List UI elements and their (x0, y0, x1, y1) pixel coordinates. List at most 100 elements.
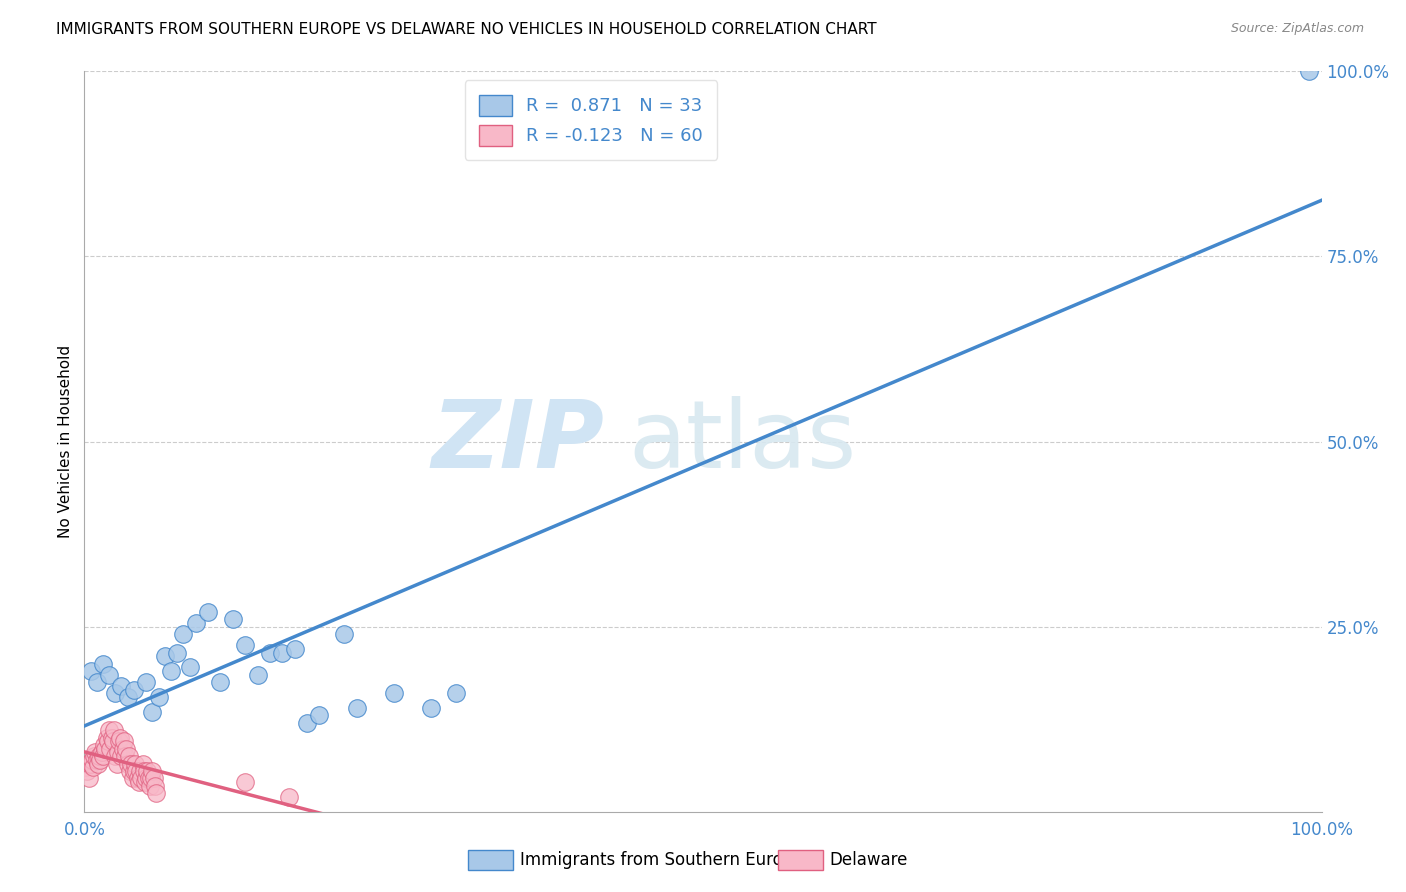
Point (308, 708, 330, 723)
Point (110, 731, 132, 745)
Point (295, 715, 318, 730)
Point (90, 746, 112, 760)
Point (419, 701, 441, 715)
Point (104, 749, 127, 764)
Point (96, 731, 118, 745)
Point (222, 612, 245, 626)
Point (233, 638, 256, 652)
Point (141, 772, 163, 786)
Point (179, 660, 201, 674)
Point (120, 756, 142, 771)
Point (139, 779, 162, 793)
Point (79, 664, 101, 678)
Point (122, 764, 145, 778)
Point (87, 756, 110, 771)
Point (129, 772, 152, 786)
Point (382, 686, 405, 700)
Point (91, 657, 114, 671)
Point (84, 746, 107, 760)
Point (153, 649, 176, 664)
Point (121, 772, 143, 786)
Point (145, 786, 167, 800)
Point (143, 779, 166, 793)
Point (118, 749, 141, 764)
Point (98, 723, 121, 738)
Point (444, 686, 467, 700)
Point (79, 772, 101, 786)
Point (104, 686, 127, 700)
Point (108, 734, 131, 748)
Point (136, 764, 159, 778)
Point (101, 734, 124, 748)
Text: Immigrants from Southern Europe: Immigrants from Southern Europe (520, 851, 804, 869)
Point (132, 764, 155, 778)
Point (346, 701, 368, 715)
Point (127, 772, 149, 786)
Point (97, 734, 120, 748)
Point (105, 756, 128, 771)
Point (103, 723, 125, 738)
Point (79, 756, 101, 771)
Point (135, 772, 157, 786)
Point (120, 764, 142, 778)
Point (89, 753, 111, 767)
Point (82, 760, 104, 774)
Point (110, 749, 132, 764)
Point (100, 731, 122, 745)
Y-axis label: No Vehicles in Household: No Vehicles in Household (58, 345, 73, 538)
Point (112, 734, 135, 748)
Point (98, 667, 121, 681)
Point (259, 646, 281, 660)
Point (277, 789, 299, 804)
Point (233, 775, 256, 789)
Point (246, 667, 269, 681)
Point (75, 760, 97, 774)
Point (89, 749, 111, 764)
Point (117, 690, 139, 704)
Point (110, 679, 132, 693)
Point (124, 756, 146, 771)
Point (1298, 64, 1320, 78)
Point (197, 605, 219, 619)
Text: atlas: atlas (628, 395, 858, 488)
Point (166, 646, 188, 660)
Point (135, 675, 157, 690)
Point (86, 753, 108, 767)
Point (142, 772, 165, 786)
Point (98, 741, 121, 756)
Point (141, 764, 163, 778)
Text: Source: ZipAtlas.com: Source: ZipAtlas.com (1230, 22, 1364, 36)
Point (91, 749, 114, 764)
Point (76, 764, 98, 778)
Text: ZIP: ZIP (432, 395, 605, 488)
Point (86, 675, 108, 690)
Point (122, 682, 145, 697)
Point (138, 772, 160, 786)
Point (160, 664, 183, 678)
Point (284, 641, 307, 656)
Point (172, 627, 194, 641)
Point (128, 775, 150, 789)
Point (83, 749, 105, 764)
Point (148, 690, 170, 704)
Point (333, 627, 356, 641)
Point (184, 615, 207, 630)
Point (141, 705, 163, 719)
Point (129, 764, 152, 778)
Text: IMMIGRANTS FROM SOUTHERN EUROPE VS DELAWARE NO VEHICLES IN HOUSEHOLD CORRELATION: IMMIGRANTS FROM SOUTHERN EUROPE VS DELAW… (56, 22, 877, 37)
Point (271, 646, 294, 660)
Point (131, 756, 153, 771)
Point (111, 741, 134, 756)
Point (114, 749, 136, 764)
Point (107, 746, 129, 760)
Point (115, 741, 138, 756)
Point (134, 775, 156, 789)
Point (80, 753, 103, 767)
Point (125, 764, 148, 778)
Point (117, 756, 139, 771)
Point (209, 675, 232, 690)
Text: Delaware: Delaware (830, 851, 908, 869)
Legend: R =  0.871   N = 33, R = -0.123   N = 60: R = 0.871 N = 33, R = -0.123 N = 60 (464, 80, 717, 160)
Point (77, 756, 100, 771)
Point (94, 741, 117, 756)
